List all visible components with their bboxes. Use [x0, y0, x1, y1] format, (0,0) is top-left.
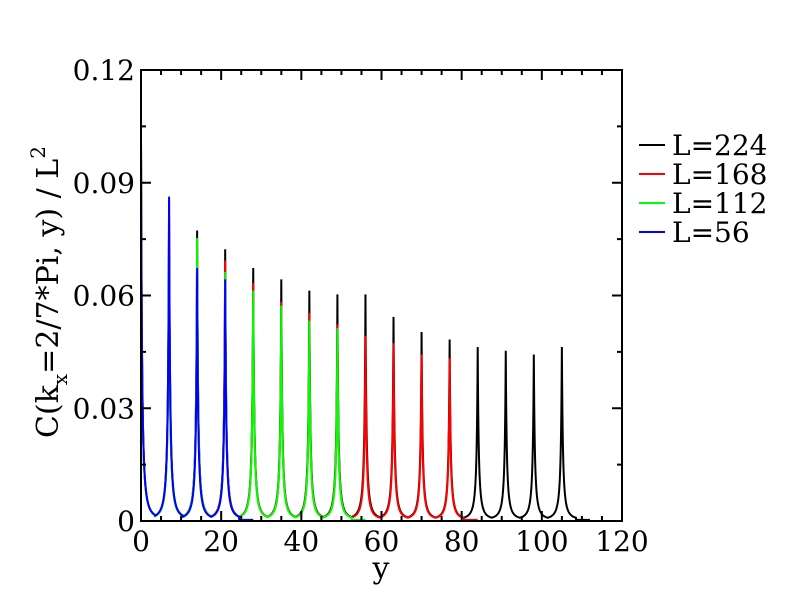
- x-tick-label: 80: [444, 525, 480, 558]
- y-tick-label: 0.09: [73, 167, 135, 200]
- ticks-layer: [140, 69, 623, 522]
- y-tick-label: 0: [117, 505, 135, 538]
- x-tick-label: 60: [364, 525, 400, 558]
- x-tick-label: 40: [284, 525, 320, 558]
- y-axis-title-superscript: 2: [26, 146, 50, 159]
- y-tick-label: 0.12: [73, 54, 135, 87]
- y-axis-title-prefix: C(k: [31, 384, 66, 438]
- y-tick-label: 0.06: [73, 280, 135, 313]
- plot-frame: [140, 69, 623, 522]
- x-tick-label: 120: [595, 525, 648, 558]
- y-tick-label: 0.03: [73, 392, 135, 425]
- legend-label-l-168: L=168: [672, 158, 768, 191]
- tick-labels-layer: 0 20 40 60 80 100 120 0 0.03 0.06 0.09 0.12: [73, 54, 649, 558]
- series-line-l-56: [140, 136, 254, 521]
- legend-label-l-56: L=56: [672, 216, 750, 249]
- legend-label-l-112: L=112: [672, 187, 768, 220]
- series-layer: [140, 136, 590, 521]
- x-tick-label: 20: [203, 525, 239, 558]
- y-axis-title-middle: =2/7*Pi, y) / L: [31, 159, 66, 374]
- x-tick-label: 100: [515, 525, 568, 558]
- x-tick-label: 0: [132, 525, 150, 558]
- series-line-l-112: [140, 151, 366, 521]
- y-axis-title: C(kx=2/7*Pi, y) / L2: [26, 146, 72, 438]
- series-line-l-224: [140, 140, 590, 521]
- y-axis-title-subscript: x: [48, 373, 72, 385]
- x-axis-title: y: [372, 551, 390, 586]
- legend-label-l-224: L=224: [672, 129, 768, 162]
